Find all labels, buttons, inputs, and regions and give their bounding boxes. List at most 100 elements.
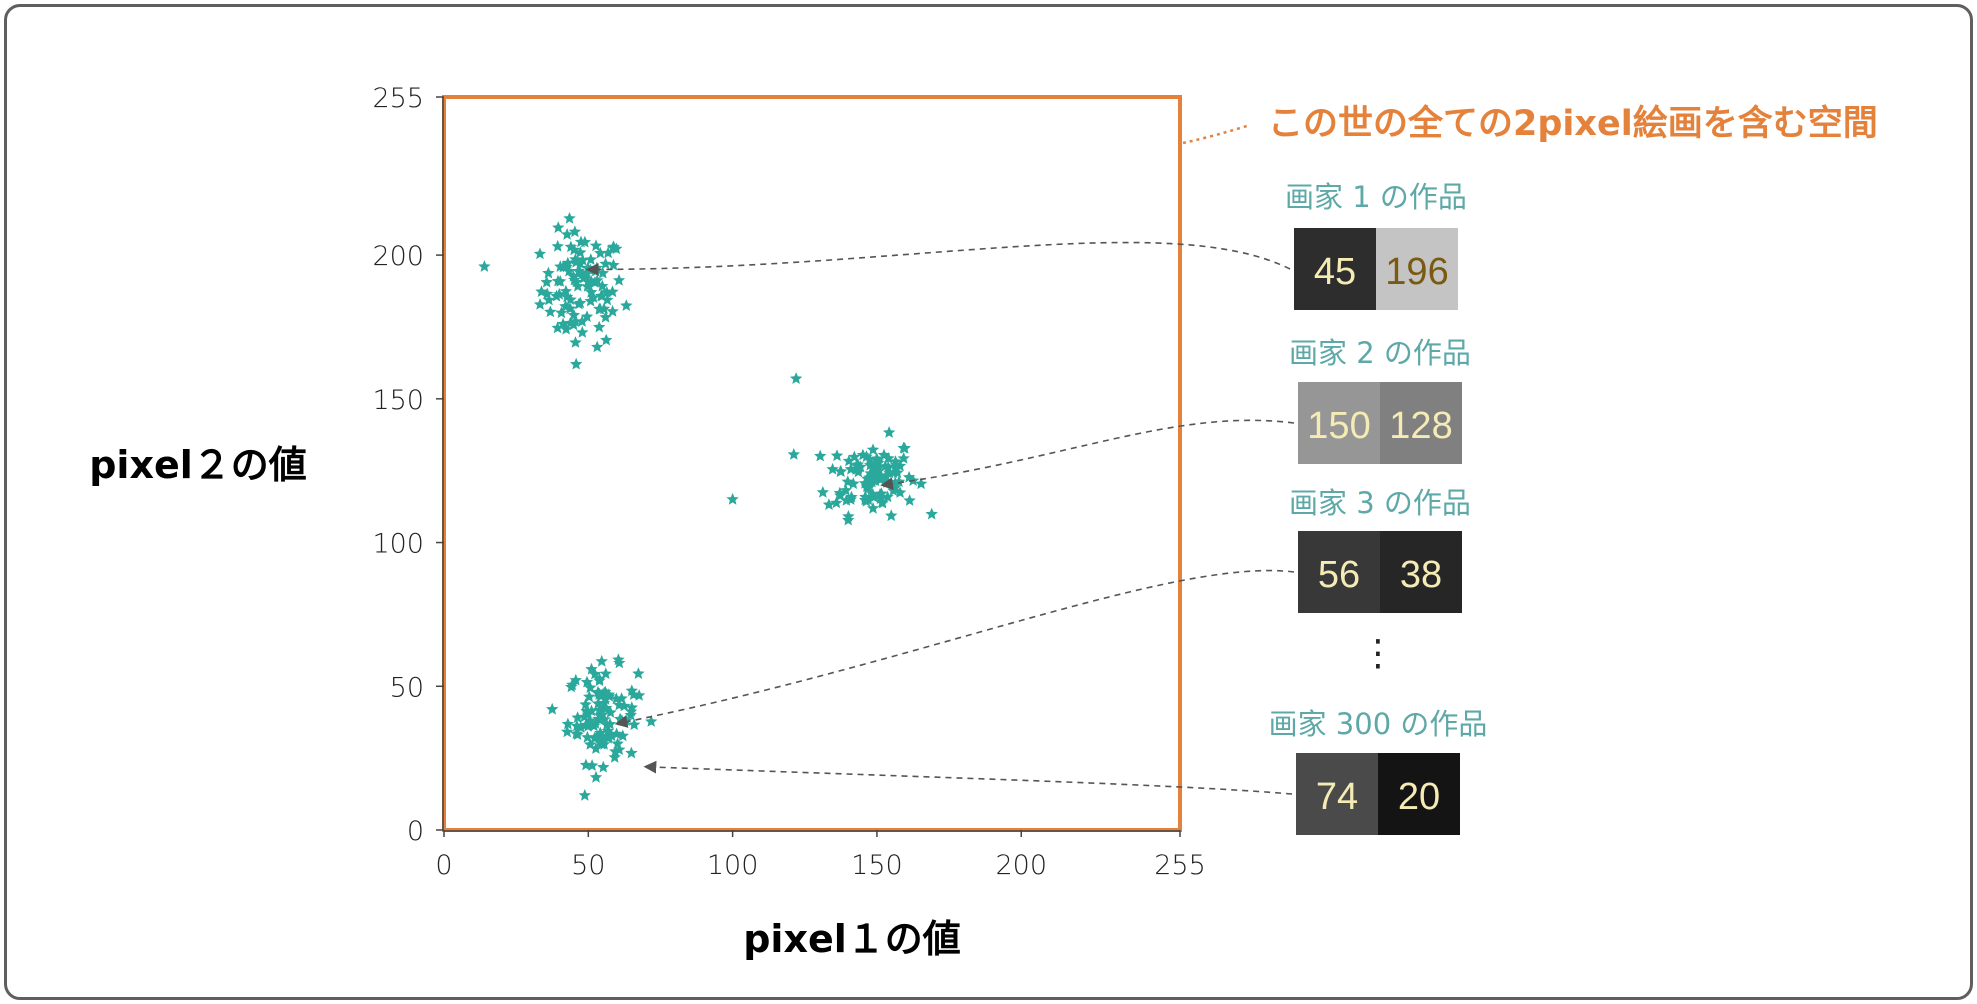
data-point bbox=[542, 266, 555, 279]
data-point bbox=[902, 470, 916, 483]
data-point bbox=[866, 443, 880, 456]
data-point bbox=[881, 490, 894, 503]
data-point bbox=[864, 467, 877, 479]
pixel1-value: 150 bbox=[1307, 405, 1370, 447]
data-point bbox=[891, 466, 904, 479]
data-point bbox=[877, 448, 891, 461]
pixel1-value: 56 bbox=[1318, 554, 1360, 596]
data-point bbox=[625, 746, 638, 759]
data-point bbox=[533, 247, 547, 260]
data-point bbox=[601, 293, 614, 306]
data-point bbox=[533, 298, 547, 310]
data-point bbox=[579, 758, 593, 771]
y-tick-label: 255 bbox=[372, 83, 424, 114]
y-tick-label: 50 bbox=[390, 672, 424, 703]
data-point bbox=[542, 293, 556, 306]
x-tick-label: 255 bbox=[1154, 850, 1206, 881]
data-point bbox=[866, 487, 879, 500]
artist-label: 画家 2 の作品 bbox=[1289, 336, 1471, 370]
pixel1-cell bbox=[1298, 382, 1380, 464]
y-tick-label: 150 bbox=[372, 385, 424, 416]
data-point bbox=[876, 495, 889, 508]
data-point bbox=[616, 729, 629, 742]
data-point bbox=[834, 465, 848, 477]
data-point bbox=[576, 326, 589, 338]
data-point bbox=[879, 459, 892, 472]
artist-arrow bbox=[614, 569, 1295, 728]
x-tick-label: 200 bbox=[995, 850, 1047, 881]
artist-arrow bbox=[585, 241, 1291, 276]
data-point bbox=[574, 257, 587, 269]
space-label: この世の全ての2pixel絵画を含む空間 bbox=[1268, 103, 1878, 144]
pixel1-value: 45 bbox=[1314, 251, 1356, 293]
data-point bbox=[582, 719, 595, 731]
data-point bbox=[570, 357, 583, 370]
data-point bbox=[593, 735, 607, 748]
data-point bbox=[607, 258, 620, 271]
data-point bbox=[555, 306, 568, 319]
data-point bbox=[597, 302, 611, 315]
data-point bbox=[540, 275, 553, 288]
data-point bbox=[826, 462, 839, 475]
data-point bbox=[544, 305, 557, 318]
ellipsis: ⋮ bbox=[1360, 633, 1396, 674]
data-point bbox=[571, 728, 584, 740]
x-tick-label: 150 bbox=[851, 850, 903, 881]
data-point bbox=[612, 273, 626, 286]
data-point bbox=[613, 656, 626, 669]
data-point bbox=[599, 310, 612, 323]
data-point bbox=[830, 496, 843, 509]
data-point bbox=[478, 260, 491, 272]
data-point bbox=[591, 274, 604, 286]
data-point bbox=[574, 235, 588, 248]
data-point bbox=[591, 685, 605, 698]
data-point bbox=[865, 473, 878, 486]
data-point bbox=[589, 770, 603, 783]
artist-label: 画家 3 の作品 bbox=[1289, 486, 1471, 520]
data-point bbox=[584, 253, 597, 265]
data-point bbox=[581, 730, 594, 743]
x-axis-ticks: 0 50 100 150 200 255 bbox=[435, 830, 1206, 881]
data-point bbox=[868, 458, 881, 470]
y-tick-label: 100 bbox=[372, 529, 424, 560]
data-point bbox=[822, 498, 836, 510]
data-point bbox=[842, 513, 855, 526]
data-point bbox=[571, 711, 584, 723]
x-axis-label: pixel１の値 bbox=[743, 917, 961, 961]
data-point bbox=[726, 492, 739, 505]
data-point bbox=[613, 743, 626, 755]
data-point bbox=[568, 225, 582, 238]
pixel1-value: 74 bbox=[1316, 776, 1358, 818]
data-point bbox=[589, 717, 602, 729]
data-point bbox=[814, 449, 827, 462]
data-point bbox=[600, 718, 613, 731]
data-point bbox=[883, 466, 896, 479]
data-point bbox=[885, 509, 898, 522]
data-point bbox=[585, 662, 598, 675]
data-point bbox=[552, 221, 565, 233]
data-point bbox=[849, 463, 863, 475]
data-point bbox=[594, 704, 608, 717]
artist-arrow bbox=[643, 760, 1293, 795]
y-axis-label: pixel２の値 bbox=[89, 443, 307, 487]
data-point bbox=[645, 715, 658, 727]
pixel2-cell bbox=[1376, 228, 1458, 310]
data-point bbox=[551, 274, 565, 287]
data-point bbox=[596, 266, 609, 279]
data-point bbox=[834, 489, 847, 501]
data-point bbox=[925, 507, 938, 520]
data-point bbox=[862, 480, 875, 493]
data-point bbox=[557, 260, 570, 273]
data-point bbox=[897, 441, 910, 454]
data-point bbox=[599, 685, 612, 698]
data-point bbox=[609, 745, 622, 757]
data-point bbox=[613, 698, 626, 711]
data-point bbox=[841, 475, 854, 488]
pixel2-value: 128 bbox=[1389, 405, 1452, 447]
data-point bbox=[574, 246, 587, 258]
data-point bbox=[589, 742, 603, 754]
pixel-space-frame bbox=[442, 95, 1182, 832]
pixel1-cell bbox=[1296, 753, 1378, 835]
data-point bbox=[787, 448, 800, 460]
data-point bbox=[575, 315, 589, 327]
